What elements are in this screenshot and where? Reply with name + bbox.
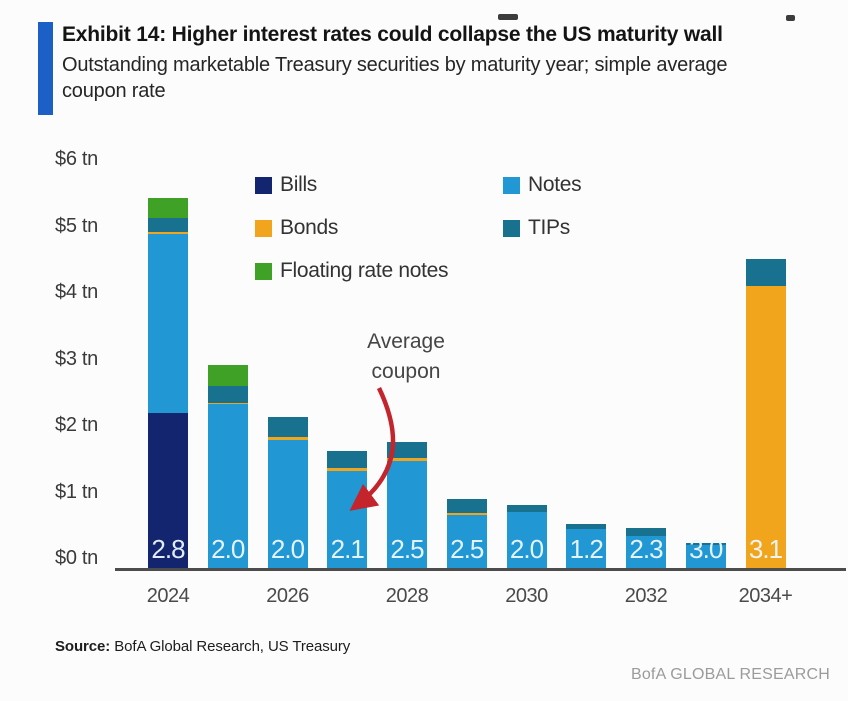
legend-item-floating-rate-notes: Floating rate notes — [255, 258, 449, 284]
x-axis-line — [115, 568, 846, 571]
avg-coupon-label-2024: 2.8 — [151, 533, 185, 564]
legend-label: TIPs — [528, 216, 570, 239]
segment-notes-2026 — [267, 440, 308, 570]
source-note: Source: BofA Global Research, US Treasur… — [55, 638, 350, 655]
avg-coupon-label-2031: 1.2 — [569, 533, 604, 564]
source-text: BofA Global Research, US Treasury — [110, 638, 351, 655]
avg-coupon-label-2034+: 3.1 — [748, 533, 783, 564]
segment-notes-2028 — [387, 460, 427, 570]
bar-2025: 2.0 — [207, 365, 248, 570]
exhibit-title: Exhibit 14: Higher interest rates could … — [62, 23, 723, 46]
legend-label: Bills — [280, 173, 318, 196]
x-tick-label: 2032 — [624, 585, 668, 607]
legend-swatch-icon — [503, 176, 520, 194]
x-tick-label: 2034+ — [738, 585, 793, 607]
bar-2024: 2.8 — [148, 197, 188, 570]
segment-tips-2029 — [446, 498, 487, 513]
avg-coupon-label-2032: 2.3 — [629, 533, 663, 564]
legend-label: Notes — [528, 173, 582, 196]
segment-bonds-2027 — [327, 468, 368, 471]
exhibit-subtitle: Outstanding marketable Treasury securiti… — [62, 54, 728, 102]
segment-tips-2028 — [387, 442, 427, 458]
bar-2027: 2.1 — [327, 451, 368, 570]
maturity-wall-chart: $6 tn $5 tn $4 tn $3 tn $2 tn $1 tn $0 tn 2.8 2… — [0, 130, 848, 630]
exhibit-accent-bar — [38, 22, 53, 115]
bar-2030: 2.0 — [506, 505, 547, 570]
segment-tips-2027 — [327, 451, 368, 469]
bar-2033: 3.0 — [685, 534, 726, 570]
bar-2032: 2.3 — [626, 528, 666, 570]
source-label: Source: — [55, 638, 111, 655]
legend-label: Bonds — [280, 216, 339, 239]
segment-bonds-2024 — [148, 231, 188, 234]
bar-2034+: 3.1 — [745, 259, 786, 570]
legend-item-bonds: Bonds — [255, 215, 338, 241]
avg-coupon-label-2033: 3.0 — [689, 533, 723, 564]
segment-notes-2029 — [446, 515, 487, 570]
segment-tips-2031 — [566, 524, 607, 529]
y-tick-label: $5 tn — [55, 214, 98, 237]
segment-bonds-2034+ — [745, 286, 786, 570]
avg-coupon-label-2030: 2.0 — [509, 533, 544, 564]
scan-artifact-mark — [786, 15, 795, 21]
annotation-arrow-icon — [349, 387, 396, 511]
segment-tips-2025 — [207, 385, 248, 403]
bar-2028: 2.5 — [387, 442, 427, 570]
segment-notes-2030 — [506, 511, 547, 570]
bar-2026: 2.0 — [267, 416, 308, 570]
legend-swatch-icon — [255, 219, 272, 237]
legend-swatch-icon — [255, 176, 272, 194]
segment-bonds-2025 — [207, 402, 248, 404]
brand-mark: BofA GLOBAL RESEARCH — [630, 666, 830, 683]
segment-bonds-2026 — [267, 437, 308, 441]
segment-notes-2024 — [148, 233, 188, 413]
y-tick-label: $3 tn — [55, 347, 98, 370]
segment-notes-2033 — [685, 544, 726, 570]
segment-notes-2031 — [566, 528, 607, 570]
y-tick-label: $2 tn — [55, 414, 98, 436]
legend-item-tips: TIPs — [503, 215, 570, 241]
avg-coupon-label-2026: 2.0 — [270, 533, 305, 564]
x-tick-label: 2026 — [266, 585, 309, 607]
segment-bonds-2028 — [387, 457, 427, 461]
legend-item-notes: Notes — [503, 172, 582, 198]
avg-coupon-label-2027: 2.1 — [330, 533, 365, 564]
avg-coupon-label-2025: 2.0 — [211, 534, 245, 564]
segment-bills-2024 — [148, 412, 188, 570]
legend-swatch-icon — [503, 219, 520, 237]
x-tick-label: 2030 — [505, 585, 548, 607]
legend-swatch-icon — [255, 262, 272, 280]
y-tick-label: $6 tn — [55, 148, 98, 170]
legend-label: Floating rate notes — [280, 259, 449, 282]
legend-item-bills: Bills — [255, 172, 317, 198]
bar-2031: 1.2 — [566, 524, 607, 570]
segment-notes-2025 — [207, 403, 248, 570]
scan-artifact-mark — [498, 14, 518, 20]
average-coupon-annotation: Average coupon — [367, 330, 445, 384]
segment-tips-2033 — [685, 542, 726, 545]
avg-coupon-label-2028: 2.5 — [390, 533, 424, 564]
segment-floating-rate-notes-2025 — [207, 365, 248, 386]
y-tick-label: $1 tn — [55, 480, 98, 503]
x-tick-label: 2024 — [146, 585, 190, 607]
y-tick-label: $4 tn — [55, 281, 98, 303]
segment-tips-2032 — [626, 528, 666, 536]
segment-tips-2034+ — [745, 259, 786, 287]
avg-coupon-label-2029: 2.5 — [450, 533, 484, 564]
segment-tips-2024 — [148, 218, 188, 232]
bar-2029: 2.5 — [446, 498, 487, 570]
segment-tips-2030 — [506, 505, 547, 512]
x-tick-label: 2028 — [385, 585, 429, 607]
segment-bonds-2029 — [446, 512, 487, 516]
segment-tips-2026 — [267, 416, 308, 438]
y-tick-label: $0 tn — [55, 547, 98, 569]
segment-notes-2032 — [626, 535, 666, 570]
segment-floating-rate-notes-2024 — [148, 197, 188, 219]
